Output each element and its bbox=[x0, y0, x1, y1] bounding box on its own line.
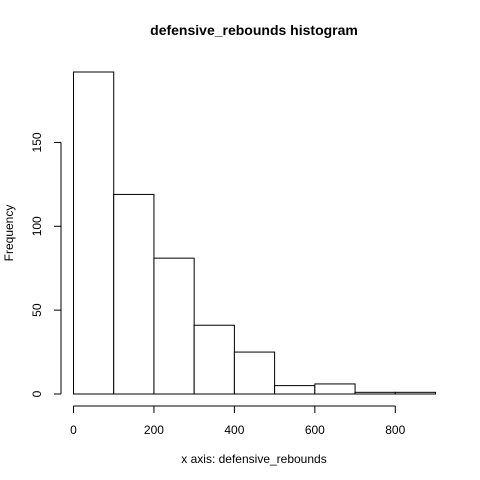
y-tick-label: 100 bbox=[30, 216, 44, 236]
x-tick-label: 200 bbox=[144, 423, 164, 437]
x-axis-label: x axis: defensive_rebounds bbox=[181, 452, 326, 466]
histogram-bar bbox=[233, 351, 276, 395]
y-axis: 0 50 100 150 bbox=[30, 132, 62, 397]
histogram-bar bbox=[153, 257, 195, 395]
y-tick-label: 50 bbox=[30, 303, 44, 317]
y-axis-label: Frequency bbox=[2, 205, 16, 262]
x-tick-label: 0 bbox=[70, 423, 77, 437]
x-tick-label: 400 bbox=[224, 423, 244, 437]
histogram-bar bbox=[193, 324, 235, 395]
x-tick-label: 800 bbox=[385, 423, 405, 437]
histogram-bar bbox=[274, 385, 316, 395]
histogram-bar bbox=[354, 391, 396, 395]
chart-title: defensive_rebounds histogram bbox=[150, 22, 358, 38]
histogram-bars bbox=[73, 71, 436, 395]
histogram-bar bbox=[314, 383, 356, 395]
y-tick-label: 0 bbox=[30, 390, 44, 397]
histogram-bar bbox=[73, 71, 115, 395]
x-tick-label: 600 bbox=[305, 423, 325, 437]
histogram-bar bbox=[113, 193, 155, 395]
x-axis: 0 200 400 600 800 bbox=[70, 405, 406, 437]
histogram-bar bbox=[394, 391, 436, 395]
y-tick-label: 150 bbox=[30, 132, 44, 152]
